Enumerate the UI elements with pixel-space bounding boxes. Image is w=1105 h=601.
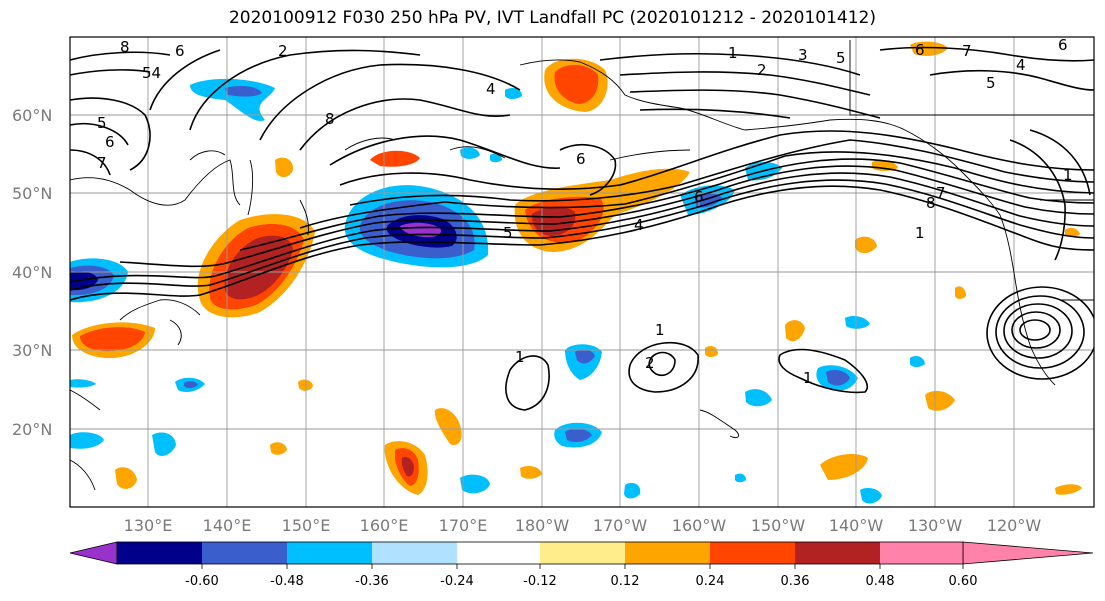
colorbar-tick-label: 0.48 (866, 574, 895, 589)
contour-label: 8 (120, 38, 130, 56)
colorbar: -0.60 -0.48 -0.36 -0.24 -0.12 0.12 0.24 … (69, 541, 1094, 589)
colorbar-tick-label: -0.60 (185, 574, 219, 589)
contour-label: 3 (798, 46, 808, 64)
contour-label: 6 (915, 41, 925, 59)
contour-label: 5 (97, 114, 107, 132)
contour-label: 4 (486, 80, 496, 98)
lon-label: 170°E (439, 516, 488, 535)
contour-label: 6 (1058, 36, 1068, 54)
colorbar-ticks (201, 564, 964, 569)
colorbar-tick-label: 0.60 (949, 574, 978, 589)
colorbar-segment (710, 542, 795, 564)
lon-label: 170°W (593, 516, 648, 535)
contour-label: 1 (728, 44, 738, 62)
contour-label: 4 (634, 216, 644, 234)
contour-label: 4 (1016, 56, 1026, 74)
contour-label: 1 (803, 369, 813, 387)
lon-label: 160°W (672, 516, 727, 535)
map-title: 2020100912 F030 250 hPa PV, IVT Landfall… (228, 8, 876, 28)
contour-label: 1 (515, 348, 525, 366)
lon-label: 130°E (124, 516, 173, 535)
contour-label: 2 (757, 61, 767, 79)
contour-label: 1 (915, 224, 925, 242)
pv-contours (70, 46, 1094, 411)
contour-label: 7 (936, 184, 946, 202)
contour-label: 2 (645, 354, 655, 372)
contour-label: 1 (655, 321, 665, 339)
lon-label: 120°W (987, 516, 1042, 535)
contour-label: 5 (503, 224, 513, 242)
colorbar-tick-label: 0.24 (696, 574, 725, 589)
colorbar-tick-label: 0.36 (781, 574, 810, 589)
colorbar-extend-low (69, 541, 118, 565)
longitude-labels: 130°E 140°E 150°E 160°E 170°E 180°W 170°… (124, 516, 1042, 535)
colorbar-segment (540, 542, 625, 564)
contour-label: 6 (175, 42, 185, 60)
lon-label: 160°E (360, 516, 409, 535)
lat-label: 50°N (12, 184, 52, 203)
lon-label: 150°W (751, 516, 806, 535)
contour-label: 7 (97, 154, 107, 172)
colorbar-extend-high (962, 541, 1094, 565)
contour-label: 1 (1063, 166, 1073, 184)
colorbar-segment (372, 542, 457, 564)
colorbar-segment (287, 542, 372, 564)
lat-label: 30°N (12, 341, 52, 360)
lat-label: 60°N (12, 106, 52, 125)
colorbar-tick-label: -0.24 (440, 574, 474, 589)
lon-label: 150°E (282, 516, 331, 535)
colorbar-segment (625, 542, 710, 564)
colorbar-tick-label: -0.36 (355, 574, 389, 589)
lon-label: 140°W (829, 516, 884, 535)
contour-labels: 8 6 2 54 5 6 7 4 8 1 2 3 5 6 4 5 7 6 6 5… (97, 36, 1073, 387)
colorbar-tick-label: 0.12 (611, 574, 640, 589)
colorbar-segment (795, 542, 880, 564)
lon-label: 130°W (908, 516, 963, 535)
map-border (69, 36, 1095, 508)
colorbar-tick-label: -0.12 (523, 574, 557, 589)
contour-label: 2 (278, 42, 288, 60)
contour-label: 6 (105, 133, 115, 151)
lat-label: 40°N (12, 263, 52, 282)
lon-label: 140°E (203, 516, 252, 535)
contour-label: 5 (836, 49, 846, 67)
contour-label: 6 (576, 150, 586, 168)
contour-label: 5 (986, 74, 996, 92)
colorbar-segment (202, 542, 287, 564)
contour-label: 8 (325, 110, 335, 128)
lon-label: 180°W (515, 516, 570, 535)
lat-label: 20°N (12, 420, 52, 439)
contour-label: 6 (694, 188, 704, 206)
contour-label: 7 (962, 42, 972, 60)
contour-label: 54 (142, 64, 161, 82)
coastlines (70, 40, 1094, 491)
colorbar-segment (117, 542, 202, 564)
colorbar-segment (880, 542, 963, 564)
contour-label: 8 (926, 194, 936, 212)
colorbar-segment (457, 542, 540, 564)
colorbar-tick-label: -0.48 (270, 574, 304, 589)
latitude-labels: 60°N 50°N 40°N 30°N 20°N (12, 106, 52, 439)
